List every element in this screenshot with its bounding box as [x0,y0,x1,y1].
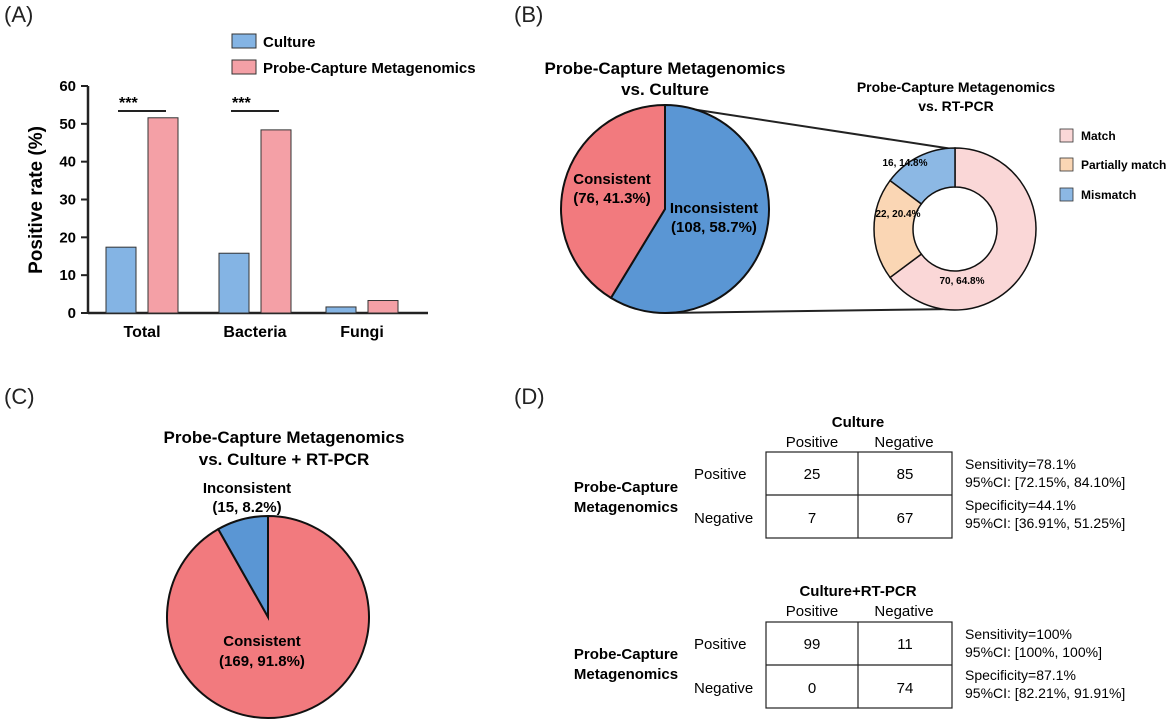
donut-label-partial: 22, 20.4% [875,209,920,220]
table1-row-positive: Positive [694,466,747,483]
table2-specificity-ci: 95%CI: [82.21%, 91.91%] [965,685,1125,701]
legend-label-mismatch: Mismatch [1081,188,1136,202]
y-tick-label: 60 [59,78,76,95]
table1-col-negative: Negative [874,434,933,451]
table2-sensitivity: Sensitivity=100% [965,626,1072,642]
pie-b-label-inconsistent-1: Inconsistent [670,200,758,217]
x-tick-label-total: Total [123,324,160,341]
table2-title: Culture+RT-PCR [799,583,916,600]
y-tick-label: 0 [68,305,76,322]
y-tick-label: 50 [59,116,76,133]
table1-specificity: Specificity=44.1% [965,497,1076,513]
donut-title-line1: Probe-Capture Metagenomics [857,79,1056,95]
table1-sensitivity-ci: 95%CI: [72.15%, 84.10%] [965,474,1125,490]
table2-specificity: Specificity=87.1% [965,667,1076,683]
y-ticks: 0 10 20 30 40 50 60 [59,78,88,322]
panel-c: Probe-Capture Metagenomics vs. Culture +… [164,428,405,719]
panel-label-c: (C) [4,384,35,409]
legend-label-partial: Partially match [1081,158,1166,172]
legend-swatch-match [1059,128,1074,143]
pie-c-title-line1: Probe-Capture Metagenomics [164,428,405,447]
x-tick-label-bacteria: Bacteria [223,324,286,341]
y-axis-label: Positive rate (%) [26,126,47,274]
pie-c-label-consistent-1: Consistent [223,633,301,650]
pie-b-label-inconsistent-2: (108, 58.7%) [671,219,757,236]
table1-rowgroup-line1: Probe-Capture [574,479,678,496]
x-tick-labels: Total Bacteria Fungi [123,324,383,341]
panel-label-d: (D) [514,384,545,409]
significance-markers: *** *** [118,95,279,112]
table1-sensitivity: Sensitivity=78.1% [965,456,1076,472]
pie-b [560,103,770,314]
panel-label-b: (B) [514,2,543,27]
table1-title: Culture [832,414,885,431]
donut-slice-mismatch [889,147,956,205]
table1-col-positive: Positive [786,434,839,451]
table2-cell-fn: 0 [808,680,816,697]
legend-label-match: Match [1081,129,1116,143]
table2-rowgroup-line2: Metagenomics [574,666,678,683]
table2-sensitivity-ci: 95%CI: [100%, 100%] [965,644,1102,660]
table2-cell-tp: 99 [804,636,821,653]
table1-rowgroup-line2: Metagenomics [574,499,678,516]
pie-b-label-consistent-1: Consistent [573,171,651,188]
bar-total-probe [147,117,179,314]
pie-b-title-line1: Probe-Capture Metagenomics [545,59,786,78]
table1-cell-tp: 25 [804,466,821,483]
table2-cell-fp: 11 [897,636,913,653]
bar-fungi-probe [367,300,399,314]
bar-chart: Culture Probe-Capture Metagenomics Posit… [26,33,476,341]
pie-c [166,514,370,719]
legend-swatch-probe [231,59,257,75]
donut-slice-match [889,147,1037,311]
pie-c-slice-inconsistent [216,514,269,621]
bar-fungi-culture [325,306,357,314]
panel-label-a: (A) [4,2,33,27]
table2-col-positive: Positive [786,603,839,620]
pie-c-title-line2: vs. Culture + RT-PCR [199,450,370,469]
bars [105,117,399,314]
pie-b-label-consistent-2: (76, 41.3%) [573,190,651,207]
y-tick-label: 30 [59,192,76,209]
table1-cell-fp: 85 [897,466,914,483]
table2-rowgroup-line1: Probe-Capture [574,646,678,663]
donut-label-mismatch: 16, 14.8% [882,158,927,169]
pie-c-label-inconsistent-2: (15, 8.2%) [212,499,281,516]
pie-b-title-line2: vs. Culture [621,80,709,99]
y-tick-label: 10 [59,267,76,284]
table1-cell-tn: 67 [897,510,914,527]
connector-top [664,104,960,151]
significance-label: *** [232,95,251,112]
connector-bottom [664,308,958,314]
pie-c-label-inconsistent-1: Inconsistent [203,480,291,497]
table2-cell-tn: 74 [897,680,914,697]
donut [873,147,1037,311]
table2-col-negative: Negative [874,603,933,620]
pie-b-slice-consistent [560,103,666,300]
table1-cell-fn: 7 [808,510,816,527]
donut-label-match: 70, 64.8% [939,276,984,287]
bar-bacteria-probe [260,129,292,314]
legend-swatch-culture [231,33,257,49]
table2-row-positive: Positive [694,636,747,653]
table1-specificity-ci: 95%CI: [36.91%, 51.25%] [965,515,1125,531]
table2-row-negative: Negative [694,680,753,697]
table1-row-negative: Negative [694,510,753,527]
y-tick-label: 40 [59,154,76,171]
donut-title-line2: vs. RT-PCR [918,98,993,114]
legend-swatch-mismatch [1059,187,1074,202]
x-tick-label-fungi: Fungi [340,324,384,341]
significance-label: *** [119,95,138,112]
legend-label-culture: Culture [263,34,316,51]
panel-b: Probe-Capture Metagenomics vs. Culture C… [545,59,1166,314]
panel-d: Culture Positive Negative Probe-Capture … [574,414,1125,709]
legend-swatch-partial [1059,157,1074,172]
pie-c-label-consistent-2: (169, 91.8%) [219,653,305,670]
pie-b-slice-inconsistent [609,103,770,314]
legend-label-probe: Probe-Capture Metagenomics [263,60,476,77]
bar-bacteria-culture [218,252,250,314]
y-tick-label: 20 [59,229,76,246]
bar-total-culture [105,246,137,314]
